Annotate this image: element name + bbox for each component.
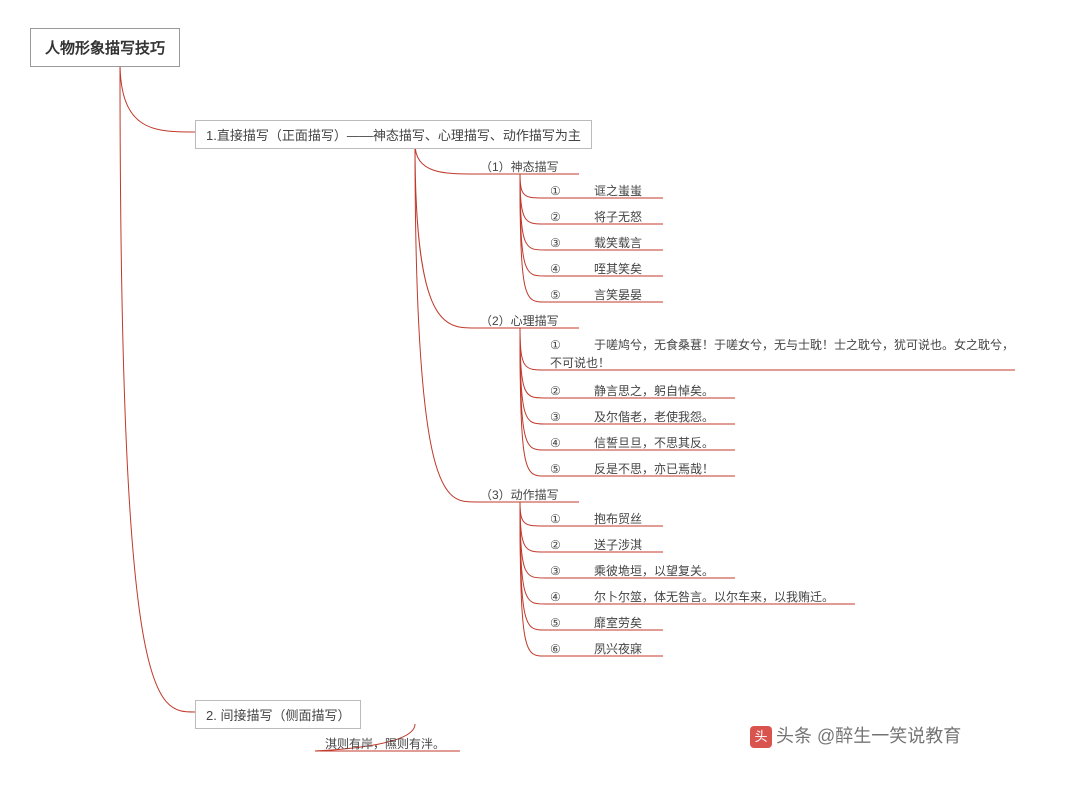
- leaf-node: ② 将子无怒: [550, 208, 642, 225]
- leaf-node: ⑤ 反是不思，亦已焉哉！: [550, 460, 714, 477]
- watermark-handle: @醉生一笑说教育: [817, 726, 961, 746]
- leaf-text: 于嗟鸠兮，无食桑葚！于嗟女兮，无与士耽！士之耽兮，犹可说也。女之耽兮，不可说也！: [550, 338, 1014, 370]
- branch-label: 2. 间接描写（侧面描写）: [206, 708, 350, 723]
- leaf-node: ② 静言思之，躬自悼矣。: [550, 382, 714, 399]
- leaf-text: 尔卜尔筮，体无咎言。以尔车来，以我贿迁。: [570, 590, 834, 604]
- toutiao-icon: 头: [750, 726, 772, 748]
- leaf-node: ② 送子涉淇: [550, 536, 642, 553]
- leaf-number: ②: [550, 384, 570, 398]
- leaf-text: 送子涉淇: [570, 538, 642, 552]
- leaf-number: ④: [550, 436, 570, 450]
- branch-node-b1: 1.直接描写（正面描写）——神态描写、心理描写、动作描写为主: [195, 120, 592, 149]
- leaf-node: ① 抱布贸丝: [550, 510, 642, 527]
- leaf-number: ③: [550, 236, 570, 250]
- leaf-node: ④ 信誓旦旦，不思其反。: [550, 434, 714, 451]
- leaf-node: ⑤ 言笑晏晏: [550, 286, 642, 303]
- branch-node-b2: 2. 间接描写（侧面描写）: [195, 700, 361, 729]
- leaf-text: 抱布贸丝: [570, 512, 642, 526]
- sub-node-s4: 淇则有岸，隰则有泮。: [325, 735, 445, 752]
- leaf-number: ①: [550, 336, 570, 354]
- leaf-node: ④ 尔卜尔筮，体无咎言。以尔车来，以我贿迁。: [550, 588, 834, 605]
- leaf-number: ③: [550, 410, 570, 424]
- leaf-node: ⑤ 靡室劳矣: [550, 614, 642, 631]
- leaf-text: 及尔偕老，老使我怨。: [570, 410, 714, 424]
- leaf-number: ②: [550, 210, 570, 224]
- leaf-text: 咥其笑矣: [570, 262, 642, 276]
- branch-label: 1.直接描写（正面描写）——神态描写、心理描写、动作描写为主: [206, 128, 581, 143]
- leaf-text: 言笑晏晏: [570, 288, 642, 302]
- leaf-node: ① 诓之蚩蚩: [550, 182, 642, 199]
- leaf-node: ① 于嗟鸠兮，无食桑葚！于嗟女兮，无与士耽！士之耽兮，犹可说也。女之耽兮，不可说…: [550, 336, 1020, 372]
- leaf-number: ⑤: [550, 462, 570, 476]
- leaf-text: 乘彼垝垣，以望复关。: [570, 564, 714, 578]
- watermark: 头头条 @醉生一笑说教育: [750, 722, 961, 748]
- leaf-text: 载笑载言: [570, 236, 642, 250]
- leaf-text: 信誓旦旦，不思其反。: [570, 436, 714, 450]
- leaf-node: ③ 载笑载言: [550, 234, 642, 251]
- root-node: 人物形象描写技巧: [30, 28, 180, 67]
- leaf-text: 靡室劳矣: [570, 616, 642, 630]
- leaf-number: ③: [550, 564, 570, 578]
- watermark-prefix: 头条: [776, 726, 812, 746]
- leaf-number: ⑤: [550, 616, 570, 630]
- sub-node-s3: （3）动作描写: [480, 486, 559, 503]
- leaf-text: 夙兴夜寐: [570, 642, 642, 656]
- connector-layer: [0, 0, 1088, 787]
- root-label: 人物形象描写技巧: [45, 40, 165, 57]
- leaf-number: ⑤: [550, 288, 570, 302]
- leaf-node: ④ 咥其笑矣: [550, 260, 642, 277]
- leaf-node: ③ 乘彼垝垣，以望复关。: [550, 562, 714, 579]
- leaf-node: ⑥ 夙兴夜寐: [550, 640, 642, 657]
- leaf-number: ①: [550, 512, 570, 526]
- sub-node-s1: （1）神态描写: [480, 158, 559, 175]
- leaf-node: ③ 及尔偕老，老使我怨。: [550, 408, 714, 425]
- sub-node-s2: （2）心理描写: [480, 312, 559, 329]
- leaf-number: ⑥: [550, 642, 570, 656]
- leaf-text: 将子无怒: [570, 210, 642, 224]
- leaf-number: ④: [550, 262, 570, 276]
- leaf-number: ②: [550, 538, 570, 552]
- leaf-number: ④: [550, 590, 570, 604]
- leaf-number: ①: [550, 184, 570, 198]
- leaf-text: 反是不思，亦已焉哉！: [570, 462, 714, 476]
- leaf-text: 静言思之，躬自悼矣。: [570, 384, 714, 398]
- leaf-text: 诓之蚩蚩: [570, 184, 642, 198]
